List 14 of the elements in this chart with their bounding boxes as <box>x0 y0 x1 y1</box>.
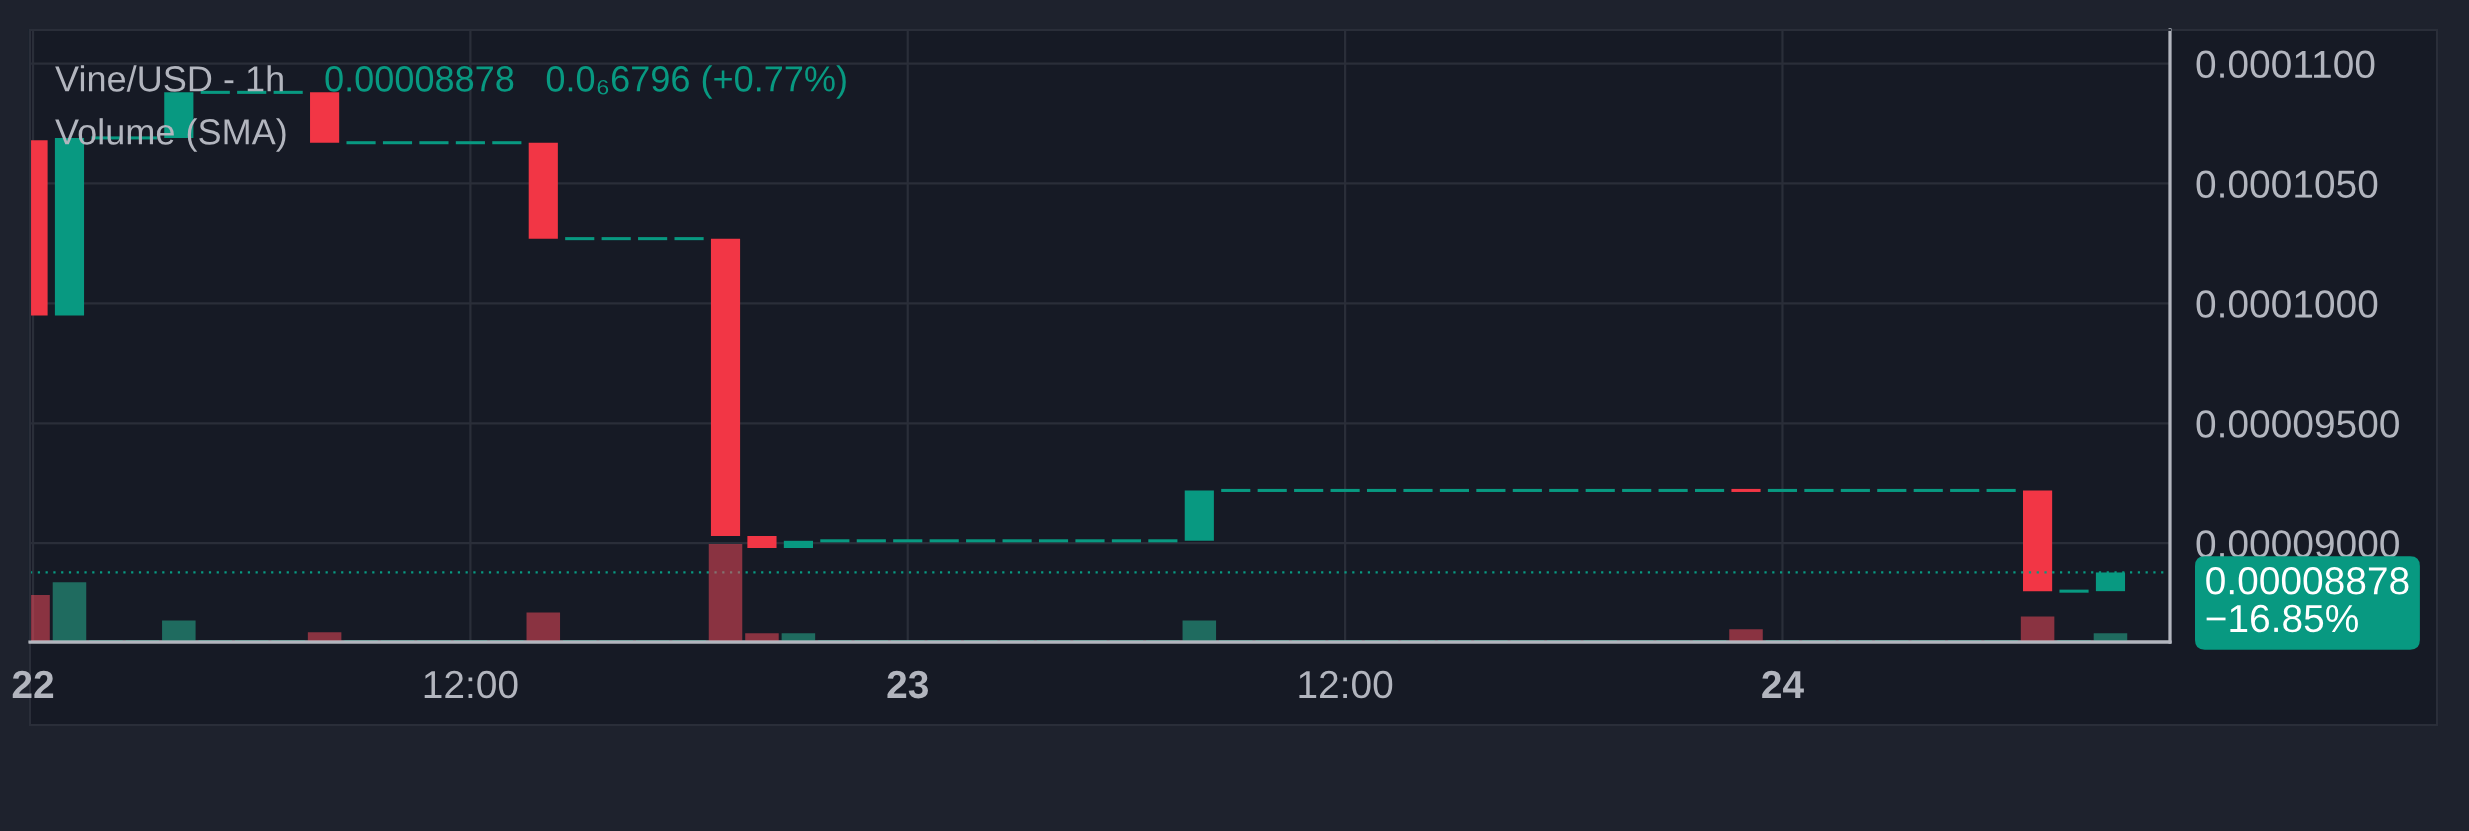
x-tick-label: 23 <box>887 670 928 699</box>
x-tick-label: 22 <box>12 670 54 698</box>
y-tick-label: 0.0001100 <box>2196 50 2375 79</box>
y-tick-label: 0.00009000 <box>2196 530 2399 558</box>
x-tick-label: 12:00 <box>424 670 518 699</box>
ref-line-label: 0.00008878 −16.85% <box>2206 567 2409 633</box>
x-tick-label: 24 <box>1762 670 1804 698</box>
y-tick-label: 0.00009500 <box>2196 410 2399 438</box>
x-tick-label: 12:00 <box>1299 670 1393 699</box>
y-tick-label: 0.0001000 <box>2196 290 2378 318</box>
annotation: 0.00008878 <box>325 66 514 92</box>
annotation: 0.0₆6796 (+0.77%) <box>546 65 846 99</box>
text: Vine/USD - 1h <box>55 65 283 92</box>
y-tick-label: 0.0001050 <box>2196 170 2378 198</box>
